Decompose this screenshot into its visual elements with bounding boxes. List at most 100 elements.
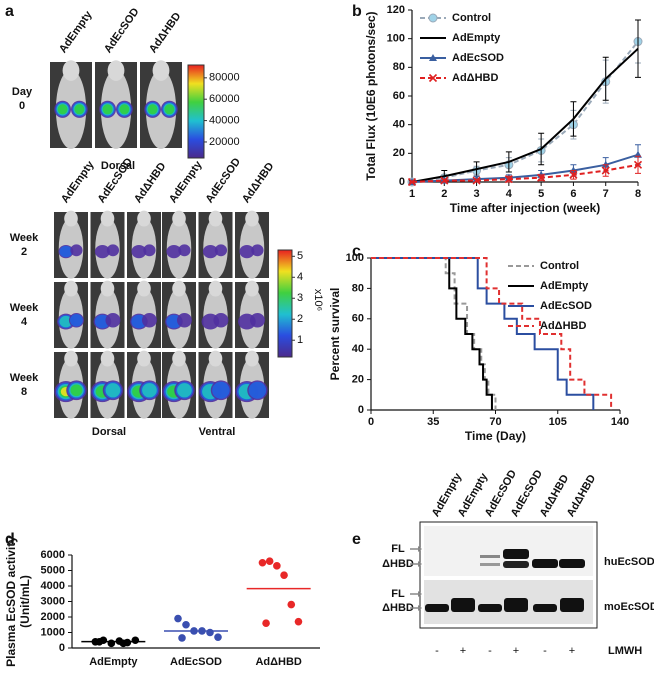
- marker: [633, 160, 643, 169]
- colorbar: [187, 64, 205, 159]
- signal: [166, 245, 182, 259]
- y-tick-label: 0: [399, 176, 405, 188]
- signal: [164, 104, 175, 115]
- treatment: +: [513, 645, 519, 657]
- dot: [214, 633, 222, 641]
- marker: [569, 170, 578, 179]
- band-marker: FL: [391, 543, 405, 555]
- panel-letter: d: [5, 531, 15, 548]
- dot: [280, 571, 288, 579]
- signal: [59, 245, 73, 258]
- mouse-head: [172, 350, 186, 367]
- y-tick-label: 80: [393, 61, 405, 73]
- view-label: Dorsal: [101, 160, 135, 172]
- mouse-head: [137, 350, 151, 367]
- treatment: -: [435, 645, 439, 657]
- x-tick-label: AdEmpty: [89, 656, 138, 668]
- dot: [131, 636, 140, 645]
- signal: [178, 244, 191, 257]
- x-tick-label: 2: [441, 188, 447, 200]
- signal: [214, 244, 228, 257]
- dot: [273, 562, 281, 570]
- mouse-head: [208, 210, 223, 227]
- band: [480, 563, 500, 566]
- column-label: AdΔHBD: [240, 160, 276, 205]
- legend-label: AdEmpty: [452, 32, 501, 44]
- survival-line: [371, 257, 493, 410]
- colorbar-label: 80000: [209, 72, 240, 84]
- dot: [119, 639, 128, 648]
- legend-label: Control: [452, 12, 491, 24]
- signal: [239, 245, 255, 259]
- marker: [407, 177, 417, 187]
- marker: [601, 166, 610, 175]
- treatment: +: [569, 645, 575, 657]
- blot-label: moEcSOD: [604, 601, 654, 613]
- colorbar: [277, 249, 293, 358]
- colorbar-label: 40000: [209, 114, 240, 126]
- mouse-head: [245, 350, 259, 367]
- y-tick-label: 60: [393, 90, 405, 102]
- y-tick-label: 4000: [41, 580, 65, 592]
- blot-label: huEcSOD: [604, 556, 654, 568]
- y-tick-label: 100: [346, 252, 364, 264]
- signal: [57, 104, 68, 115]
- band: [503, 549, 529, 559]
- x-tick-label: 140: [611, 416, 629, 428]
- treatment-label: LMWH: [608, 645, 642, 657]
- column-label: AdΔHBD: [147, 10, 183, 55]
- band: [425, 604, 449, 612]
- signal: [147, 104, 158, 115]
- mouse-head: [172, 280, 186, 297]
- band: [480, 555, 500, 558]
- signal: [131, 245, 147, 259]
- x-tick-label: 4: [506, 188, 513, 200]
- signal: [212, 381, 230, 399]
- mouse-body: [100, 69, 132, 149]
- x-tick-label: 5: [538, 188, 544, 200]
- panel-letter: b: [352, 3, 362, 20]
- row-label: Week: [10, 372, 39, 384]
- band: [533, 604, 557, 612]
- dot: [174, 614, 182, 623]
- y-axis-title: Total Flux (10E6 photons/sec): [364, 11, 378, 180]
- x-tick-label: AdΔHBD: [255, 656, 301, 668]
- marker: [537, 173, 546, 182]
- treatment: -: [488, 645, 492, 657]
- mouse-head: [208, 280, 223, 297]
- treatment: -: [543, 645, 547, 657]
- mouse-head: [172, 210, 186, 227]
- column-label: AdEmpty: [59, 158, 97, 205]
- dot: [198, 627, 206, 635]
- x-tick-label: 0: [368, 416, 374, 428]
- signal: [119, 104, 130, 115]
- legend-label: AdEcSOD: [452, 52, 504, 64]
- dot: [287, 600, 296, 609]
- view-label: Ventral: [199, 426, 236, 438]
- row-label: Week: [10, 302, 39, 314]
- signal: [102, 104, 113, 115]
- row-label: Week: [10, 232, 39, 244]
- signal: [202, 245, 218, 259]
- y-tick-label: 60: [352, 313, 364, 325]
- y-tick-label: 2000: [41, 611, 65, 623]
- band: [560, 598, 584, 612]
- mouse-head: [245, 210, 259, 227]
- mouse-head: [107, 60, 125, 81]
- series-line: [411, 47, 639, 183]
- colorbar-label: 2: [297, 313, 303, 325]
- dot: [107, 639, 116, 648]
- signal: [177, 383, 192, 398]
- dot: [178, 634, 186, 642]
- band: [503, 561, 529, 568]
- y-tick-label: 100: [387, 33, 405, 45]
- row-label: 8: [21, 386, 27, 398]
- legend-label: AdΔHBD: [540, 320, 586, 332]
- mouse-head: [208, 350, 223, 367]
- series-line: [411, 153, 639, 183]
- blot-frame: [419, 521, 598, 629]
- mouse-head: [137, 210, 151, 227]
- x-tick-label: 35: [427, 416, 439, 428]
- colorbar-label: 20000: [209, 136, 240, 148]
